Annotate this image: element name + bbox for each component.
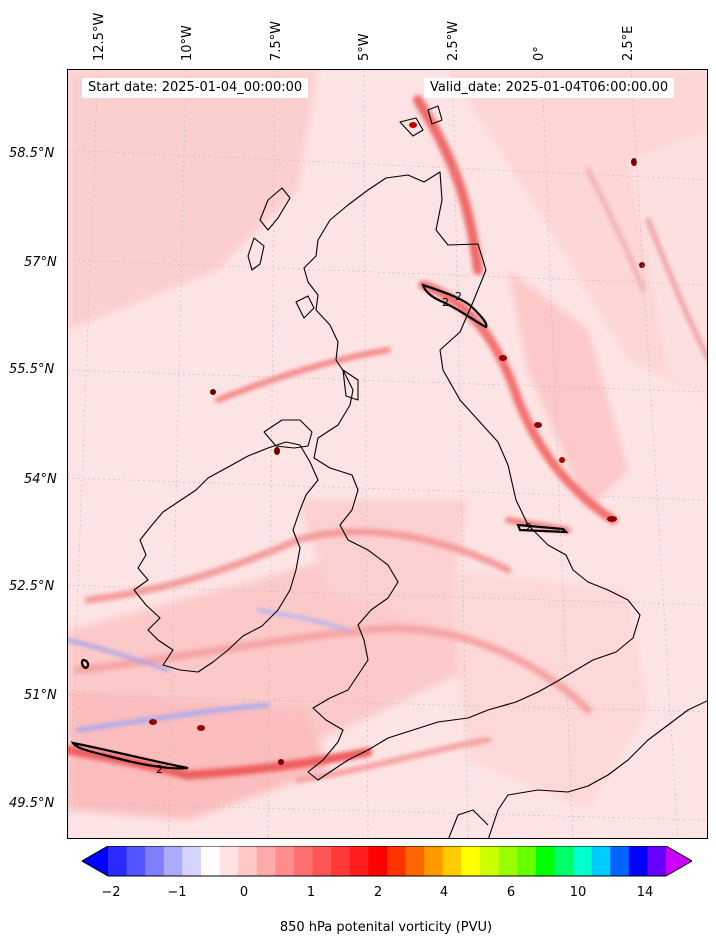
colorbar-segment — [368, 846, 388, 876]
contour-label: 2 — [156, 763, 163, 776]
colorbar-tick: 2 — [373, 885, 383, 900]
colorbar-segment — [442, 846, 462, 876]
pv-field-map: 2 2 2 2 — [68, 70, 707, 838]
colorbar-segment — [238, 846, 258, 876]
lon-label: 2.5°W — [446, 20, 461, 61]
colorbar-tick: 14 — [636, 885, 654, 900]
start-date-label: Start date: 2025-01-04_00:00:00 — [82, 78, 309, 98]
colorbar-segment — [591, 846, 611, 876]
graticule — [68, 70, 707, 838]
colorbar-tick: 4 — [439, 885, 449, 900]
colorbar-segment — [294, 846, 314, 876]
colorbar-segment — [498, 846, 518, 876]
colorbar-tick: −1 — [167, 885, 187, 900]
lon-label: 10°W — [180, 25, 195, 61]
contour-label: 2 — [525, 521, 532, 534]
colorbar-segment — [387, 846, 407, 876]
pv-maxima — [149, 122, 645, 765]
pv-streaks — [68, 95, 707, 783]
colorbar-outline — [82, 846, 692, 877]
pv-shading — [68, 70, 707, 820]
contour-label-group: 2 2 2 2 — [156, 290, 532, 776]
colorbar-segment — [480, 846, 500, 876]
colorbar-segment — [256, 846, 276, 876]
colorbar-segment — [201, 846, 221, 876]
lat-label: 52.5°N — [9, 579, 55, 594]
lon-label: 2.5°E — [621, 25, 636, 61]
colorbar-extend-max — [666, 846, 692, 876]
colorbar — [82, 846, 692, 877]
lon-label: 12.5°W — [92, 12, 107, 61]
colorbar-segment — [610, 846, 630, 876]
colorbar-tick: −2 — [101, 885, 121, 900]
colorbar-segment — [554, 846, 574, 876]
colorbar-segment — [405, 846, 425, 876]
colorbar-segment — [219, 846, 239, 876]
colorbar-segment — [535, 846, 555, 876]
colorbar-segment — [517, 846, 537, 876]
pv-contours — [70, 283, 569, 770]
lon-label: 0° — [532, 46, 547, 61]
colorbar-segment — [275, 846, 295, 876]
colorbar-segment — [461, 846, 481, 876]
lat-label: 54°N — [24, 472, 57, 487]
colorbar-segment — [573, 846, 593, 876]
lon-label: 5°W — [357, 33, 372, 61]
contour-label: 2 — [442, 296, 449, 309]
colorbar-segment — [126, 846, 146, 876]
lat-label: 58.5°N — [9, 146, 55, 161]
colorbar-tick: 0 — [239, 885, 249, 900]
colorbar-segment — [145, 846, 165, 876]
lat-label: 51°N — [24, 688, 57, 703]
colorbar-tick: 10 — [569, 885, 587, 900]
colorbar-segment — [331, 846, 351, 876]
colorbar-segment — [647, 846, 667, 876]
lat-label: 57°N — [24, 255, 57, 270]
colorbar-segment — [108, 846, 128, 876]
colorbar-segment — [312, 846, 332, 876]
colorbar-tick: 6 — [506, 885, 516, 900]
lon-label: 7.5°W — [269, 20, 284, 61]
colorbar-segment — [424, 846, 444, 876]
contour-label: 2 — [455, 290, 462, 303]
colorbar-extend-min — [82, 846, 108, 876]
map-panel: 2 2 2 2 — [67, 69, 708, 839]
colorbar-tick: 1 — [306, 885, 316, 900]
lat-label: 55.5°N — [9, 362, 55, 377]
colorbar-segment — [163, 846, 183, 876]
colorbar-segment — [349, 846, 369, 876]
lat-label: 49.5°N — [9, 796, 55, 811]
colorbar-segment — [628, 846, 648, 876]
valid-date-label: Valid_date: 2025-01-04T06:00:00.00 — [424, 78, 675, 98]
colorbar-segment — [182, 846, 202, 876]
coastlines — [133, 105, 707, 838]
colorbar-label: 850 hPa potenital vorticity (PVU) — [279, 920, 493, 935]
